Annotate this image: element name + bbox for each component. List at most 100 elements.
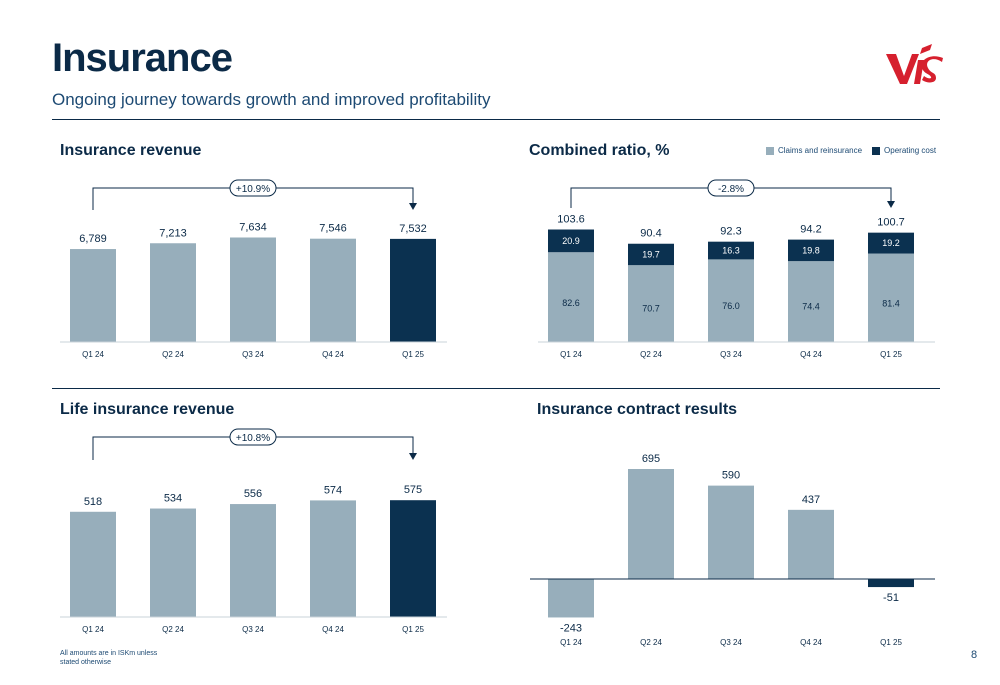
- total-label: 90.4: [640, 228, 661, 240]
- operating-label: 16.3: [722, 246, 740, 256]
- x-tick-label: Q2 24: [640, 638, 662, 647]
- company-logo: [886, 44, 943, 84]
- x-tick-label: Q1 25: [402, 350, 424, 359]
- x-tick-label: Q1 24: [82, 350, 104, 359]
- middle-divider: [52, 388, 940, 389]
- value-label: 437: [802, 494, 820, 506]
- x-tick-label: Q4 24: [800, 350, 822, 359]
- combined-ratio-title: Combined ratio, %: [529, 142, 670, 159]
- bar-operating-q1-25: [868, 232, 914, 254]
- operating-label: 20.9: [562, 236, 580, 246]
- operating-label: 19.7: [642, 249, 660, 259]
- combined-ratio-legend: Claims and reinsurance Operating cost: [766, 146, 936, 155]
- claims-label: 74.4: [802, 302, 820, 312]
- x-tick-label: Q1 24: [82, 625, 104, 634]
- x-tick-label: Q1 25: [402, 625, 424, 634]
- bar-operating-q4-24: [788, 239, 834, 262]
- legend-label-claims: Claims and reinsurance: [778, 146, 863, 155]
- value-label: 7,532: [399, 223, 427, 235]
- claims-label: 70.7: [642, 303, 660, 313]
- value-label: 7,213: [159, 227, 187, 239]
- page-subtitle: Ongoing journey towards growth and impro…: [52, 90, 491, 109]
- legend-swatch-operating: [872, 146, 881, 155]
- value-label: 695: [642, 453, 660, 465]
- bar-operating-q2-24: [628, 243, 674, 266]
- bar-claims-q1-25: [868, 253, 914, 342]
- growth-arrowhead: [409, 453, 417, 460]
- x-tick-label: Q3 24: [720, 350, 742, 359]
- value-label: 575: [404, 484, 422, 496]
- x-tick-label: Q1 25: [880, 350, 902, 359]
- x-tick-label: Q2 24: [640, 350, 662, 359]
- x-tick-label: Q4 24: [800, 638, 822, 647]
- value-label: -51: [883, 592, 899, 604]
- x-tick-label: Q1 24: [560, 638, 582, 647]
- value-label: 574: [324, 484, 342, 496]
- total-label: 103.6: [557, 214, 585, 226]
- x-tick-label: Q2 24: [162, 625, 184, 634]
- x-tick-label: Q3 24: [242, 350, 264, 359]
- insurance-revenue-chart: 6,789 Q1 24 7,213 Q2 24 7,634 Q3 24 7,546 Q4 24…: [60, 179, 447, 359]
- bar-q3-24: [230, 504, 276, 617]
- bar-operating-q1-24: [548, 229, 594, 253]
- bar-q3-24: [230, 237, 276, 342]
- x-tick-label: Q4 24: [322, 625, 344, 634]
- x-tick-label: Q3 24: [242, 625, 264, 634]
- bar-q1-25: [390, 500, 436, 617]
- page-title: Insurance: [52, 36, 233, 80]
- legend-swatch-claims: [766, 146, 774, 155]
- bar-q1-24: [548, 579, 594, 618]
- growth-label: +10.9%: [236, 184, 270, 195]
- combined-ratio-chart: 82.6 20.9 103.6 Q1 24 70.7 19.7 90.4 Q2 24 76.0 1…: [538, 179, 935, 359]
- bar-q2-24: [150, 243, 196, 342]
- bar-q4-24: [788, 509, 834, 579]
- insurance-revenue-title: Insurance revenue: [60, 142, 202, 159]
- ratio-change-pill: [707, 179, 755, 197]
- bar-q4-24: [310, 238, 356, 342]
- footnote: All amounts are in ISKm unless stated ot…: [60, 650, 158, 666]
- ratio-change-arrowhead: [887, 201, 895, 208]
- growth-pill: [229, 179, 277, 197]
- bar-q4-24: [310, 500, 356, 617]
- life-insurance-revenue-title: Life insurance revenue: [60, 401, 235, 418]
- value-label: 6,789: [79, 233, 107, 245]
- growth-arrowhead: [409, 203, 417, 210]
- growth-pill: [229, 428, 277, 446]
- bar-q1-25: [868, 579, 914, 588]
- header-divider: [52, 119, 940, 120]
- claims-label: 81.4: [882, 299, 900, 309]
- bar-operating-q3-24: [708, 241, 754, 260]
- x-tick-label: Q2 24: [162, 350, 184, 359]
- life-insurance-revenue-chart: 518 Q1 24 534 Q2 24 556 Q3 24 574 Q4 24 575 Q1 25…: [60, 428, 447, 634]
- value-label: 534: [164, 493, 182, 505]
- legend-label-operating: Operating cost: [884, 146, 937, 155]
- page-number: 8: [971, 649, 978, 661]
- x-tick-label: Q1 24: [560, 350, 582, 359]
- x-tick-label: Q3 24: [720, 638, 742, 647]
- growth-label: +10.8%: [236, 433, 270, 444]
- value-label: 590: [722, 470, 740, 482]
- x-tick-label: Q1 25: [880, 638, 902, 647]
- insurance-contract-results-chart: -243 Q1 24 695 Q2 24 590 Q3 24 437 Q4 24 -51 Q1 2…: [530, 453, 935, 647]
- bar-claims-q4-24: [788, 261, 834, 342]
- value-label: -243: [560, 622, 582, 634]
- bar-q2-24: [150, 508, 196, 617]
- value-label: 518: [84, 496, 102, 508]
- bar-q1-24: [70, 511, 116, 617]
- bar-q1-25: [390, 238, 436, 342]
- bar-q2-24: [628, 469, 674, 579]
- value-label: 7,634: [239, 221, 267, 233]
- claims-label: 82.6: [562, 298, 580, 308]
- value-label: 7,546: [319, 223, 347, 235]
- insurance-contract-results-title: Insurance contract results: [537, 401, 738, 418]
- total-label: 100.7: [877, 217, 905, 229]
- operating-label: 19.8: [802, 245, 820, 255]
- operating-label: 19.2: [882, 238, 900, 248]
- bar-q1-24: [70, 249, 116, 342]
- bar-claims-q1-24: [548, 252, 594, 342]
- total-label: 94.2: [800, 224, 821, 236]
- bar-q3-24: [708, 485, 754, 579]
- claims-label: 76.0: [722, 301, 740, 311]
- total-label: 92.3: [720, 226, 741, 238]
- value-label: 556: [244, 488, 262, 500]
